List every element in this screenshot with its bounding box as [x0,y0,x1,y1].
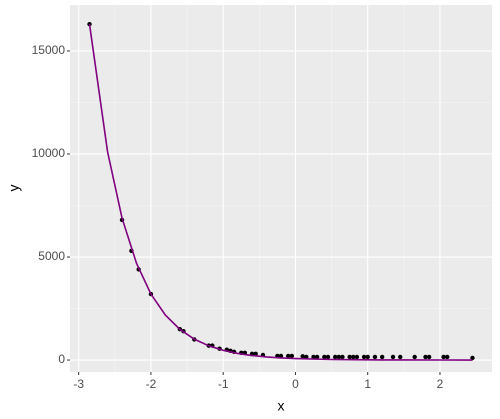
point [340,354,345,360]
x-axis-title: x [278,398,285,414]
point [354,354,360,360]
point [365,354,370,360]
y-tick-label: 0 [58,352,65,366]
point [332,354,338,360]
point [390,354,396,360]
point [412,354,417,360]
point [325,354,331,360]
x-tick-label: -3 [73,377,84,391]
x-tick-label: 0 [292,377,299,391]
x-tick-label: -1 [218,377,229,391]
y-tick-label: 10000 [32,146,66,160]
y-tick-label: 15000 [32,43,66,57]
point [351,354,356,360]
x-tick-label: -2 [146,377,157,391]
point [398,354,403,360]
point [314,354,320,360]
point [336,354,342,360]
point [470,355,475,361]
point [361,354,367,360]
x-tick-label: 1 [364,377,371,391]
point [300,354,305,359]
x-tick-label: 2 [437,377,444,391]
point [253,351,258,357]
y-tick-label: 5000 [38,249,65,263]
point [322,354,327,360]
point [441,354,446,360]
fit-line [88,24,473,361]
point [347,354,352,360]
point [423,354,428,360]
point [289,353,295,359]
point [278,353,284,359]
point [444,354,450,360]
panel [70,5,492,372]
point [426,354,432,360]
y-axis-title: y [6,185,22,192]
point [311,354,316,360]
point [379,354,385,360]
point [372,354,378,360]
point [286,353,291,359]
